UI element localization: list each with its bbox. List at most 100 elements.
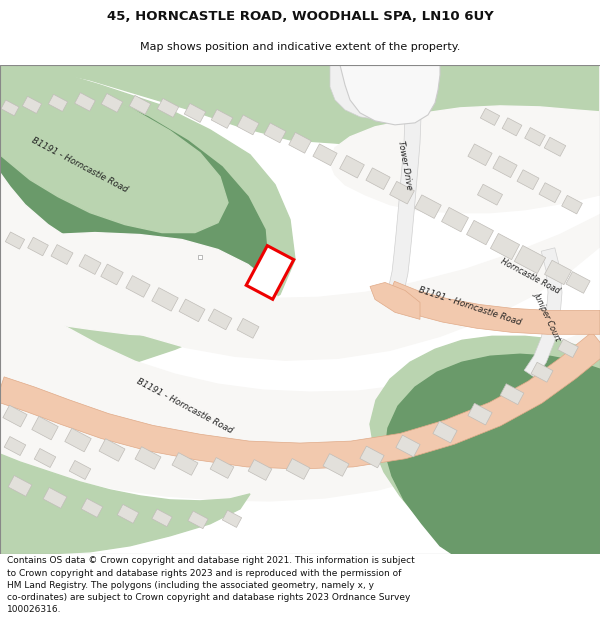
Polygon shape bbox=[490, 474, 600, 554]
Polygon shape bbox=[188, 511, 208, 529]
Polygon shape bbox=[539, 182, 561, 203]
Text: B1191 - Horncastle Road: B1191 - Horncastle Road bbox=[418, 286, 523, 328]
Polygon shape bbox=[126, 276, 150, 298]
Polygon shape bbox=[74, 92, 95, 111]
Polygon shape bbox=[22, 96, 41, 114]
Polygon shape bbox=[386, 281, 600, 334]
Polygon shape bbox=[0, 65, 600, 147]
Polygon shape bbox=[81, 498, 103, 518]
Polygon shape bbox=[8, 476, 32, 496]
Polygon shape bbox=[0, 65, 228, 232]
Polygon shape bbox=[210, 458, 234, 478]
Polygon shape bbox=[0, 173, 600, 360]
Polygon shape bbox=[370, 282, 420, 319]
Polygon shape bbox=[211, 109, 233, 128]
Polygon shape bbox=[0, 65, 295, 369]
Polygon shape bbox=[562, 196, 583, 214]
Text: Tower Drive: Tower Drive bbox=[396, 139, 414, 190]
Polygon shape bbox=[517, 170, 539, 189]
Polygon shape bbox=[0, 65, 272, 394]
Polygon shape bbox=[208, 309, 232, 330]
Polygon shape bbox=[0, 232, 280, 336]
Polygon shape bbox=[493, 156, 517, 178]
Polygon shape bbox=[514, 246, 546, 274]
Polygon shape bbox=[467, 221, 493, 245]
Polygon shape bbox=[442, 208, 469, 232]
Polygon shape bbox=[545, 260, 571, 284]
Text: 45, HORNCASTLE ROAD, WOODHALL SPA, LN10 6UY: 45, HORNCASTLE ROAD, WOODHALL SPA, LN10 … bbox=[107, 11, 493, 23]
Polygon shape bbox=[386, 64, 423, 299]
Polygon shape bbox=[237, 318, 259, 338]
Polygon shape bbox=[340, 65, 440, 125]
Polygon shape bbox=[330, 65, 600, 213]
Polygon shape bbox=[28, 238, 49, 256]
Polygon shape bbox=[49, 94, 68, 111]
Polygon shape bbox=[370, 336, 600, 554]
Polygon shape bbox=[289, 132, 311, 153]
Polygon shape bbox=[184, 103, 206, 122]
Polygon shape bbox=[32, 416, 58, 440]
Polygon shape bbox=[101, 93, 123, 112]
Polygon shape bbox=[323, 454, 349, 476]
Polygon shape bbox=[502, 118, 522, 136]
Polygon shape bbox=[481, 108, 500, 126]
Polygon shape bbox=[65, 428, 91, 452]
Polygon shape bbox=[152, 509, 172, 527]
Polygon shape bbox=[172, 452, 198, 475]
Polygon shape bbox=[4, 436, 26, 456]
Polygon shape bbox=[500, 384, 524, 404]
Polygon shape bbox=[360, 446, 384, 468]
Polygon shape bbox=[129, 96, 151, 114]
Polygon shape bbox=[313, 144, 337, 166]
Polygon shape bbox=[248, 459, 272, 481]
Polygon shape bbox=[135, 447, 161, 469]
Polygon shape bbox=[415, 195, 441, 218]
Polygon shape bbox=[51, 244, 73, 264]
Polygon shape bbox=[340, 156, 364, 178]
Polygon shape bbox=[358, 65, 600, 204]
Polygon shape bbox=[0, 332, 600, 469]
Polygon shape bbox=[524, 127, 545, 146]
Polygon shape bbox=[389, 181, 415, 204]
Polygon shape bbox=[79, 254, 101, 274]
Polygon shape bbox=[69, 461, 91, 479]
Polygon shape bbox=[264, 123, 286, 142]
Polygon shape bbox=[557, 339, 578, 357]
Polygon shape bbox=[468, 144, 492, 166]
Text: Contains OS data © Crown copyright and database right 2021. This information is : Contains OS data © Crown copyright and d… bbox=[7, 556, 415, 614]
Polygon shape bbox=[223, 510, 242, 528]
Polygon shape bbox=[396, 435, 420, 457]
Polygon shape bbox=[117, 504, 139, 523]
Polygon shape bbox=[152, 288, 178, 311]
Polygon shape bbox=[330, 65, 432, 120]
Polygon shape bbox=[544, 138, 566, 156]
Polygon shape bbox=[34, 449, 56, 468]
Polygon shape bbox=[366, 168, 390, 189]
Polygon shape bbox=[0, 65, 600, 140]
Polygon shape bbox=[5, 232, 25, 249]
Polygon shape bbox=[566, 272, 590, 293]
Text: Map shows position and indicative extent of the property.: Map shows position and indicative extent… bbox=[140, 42, 460, 52]
Polygon shape bbox=[490, 233, 520, 259]
Polygon shape bbox=[0, 454, 250, 554]
Polygon shape bbox=[433, 421, 457, 443]
Text: Horncastle Road: Horncastle Road bbox=[499, 257, 561, 296]
Polygon shape bbox=[3, 405, 27, 427]
Polygon shape bbox=[0, 282, 600, 501]
Polygon shape bbox=[0, 65, 268, 306]
Polygon shape bbox=[468, 403, 492, 425]
Polygon shape bbox=[237, 115, 259, 135]
Polygon shape bbox=[524, 248, 562, 378]
Polygon shape bbox=[157, 98, 179, 118]
Polygon shape bbox=[99, 439, 125, 461]
Text: Juniper Court: Juniper Court bbox=[533, 291, 563, 342]
Polygon shape bbox=[101, 264, 123, 285]
Polygon shape bbox=[0, 65, 252, 296]
Polygon shape bbox=[179, 299, 205, 322]
Polygon shape bbox=[1, 100, 19, 116]
Polygon shape bbox=[385, 354, 600, 554]
Polygon shape bbox=[286, 459, 310, 479]
Text: B1191 - Horncastle Road: B1191 - Horncastle Road bbox=[31, 136, 130, 194]
Polygon shape bbox=[43, 488, 67, 508]
Polygon shape bbox=[531, 362, 553, 382]
